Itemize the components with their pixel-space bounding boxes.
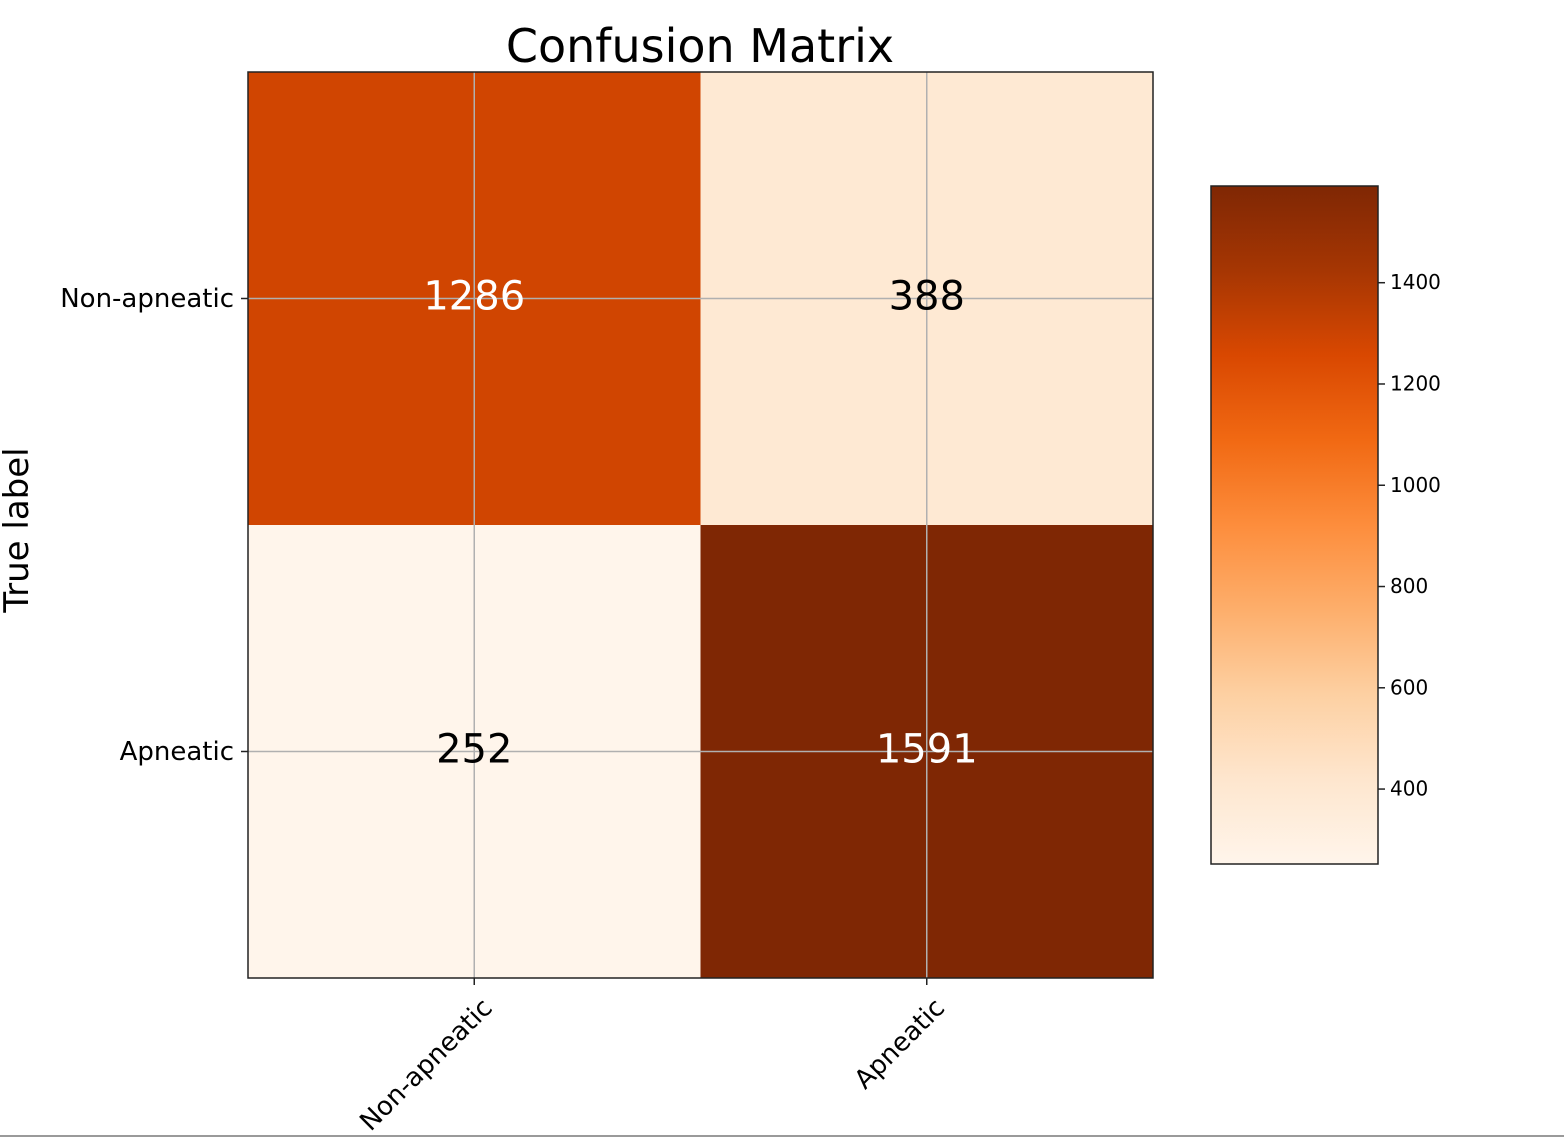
colorbar-tick-label-0: 400 [1390,777,1428,801]
col-tick-label-1: Apneatic [849,993,951,1095]
cell-value-r1-c0: 252 [436,727,512,773]
col-tick-label-0: Non-apneatic [354,993,498,1137]
row-tick-label-0: Non-apneatic [60,284,234,314]
row-tick-label-1: Apneatic [120,737,234,767]
row-tick-labels: Non-apneatic Apneatic [60,284,248,767]
heatmap-cells [248,72,1154,979]
cell-value-r0-c1: 388 [889,274,965,320]
y-axis-label: True label [0,447,37,613]
colorbar-tick-label-3: 1000 [1390,473,1441,497]
colorbar [1210,185,1379,865]
bottom-divider [0,1135,1564,1137]
colorbar-tick-label-2: 800 [1390,574,1428,598]
cell-value-labels: 1286 388 252 1591 [423,274,977,773]
colorbar-tick-label-4: 1200 [1390,371,1441,395]
colorbar-tick-label-1: 600 [1390,675,1428,699]
chart-title: Confusion Matrix [506,19,894,73]
column-tick-labels: Non-apneatic Apneatic [354,978,951,1137]
colorbar-tick-label-5: 1400 [1390,270,1441,294]
grid-lines [248,72,1153,978]
colorbar-ticks: 400 600 800 1000 1200 1400 [1378,270,1441,801]
cell-value-r0-c0: 1286 [423,274,525,320]
plot-frame [247,71,1154,979]
cell-value-r1-c1: 1591 [876,727,978,773]
